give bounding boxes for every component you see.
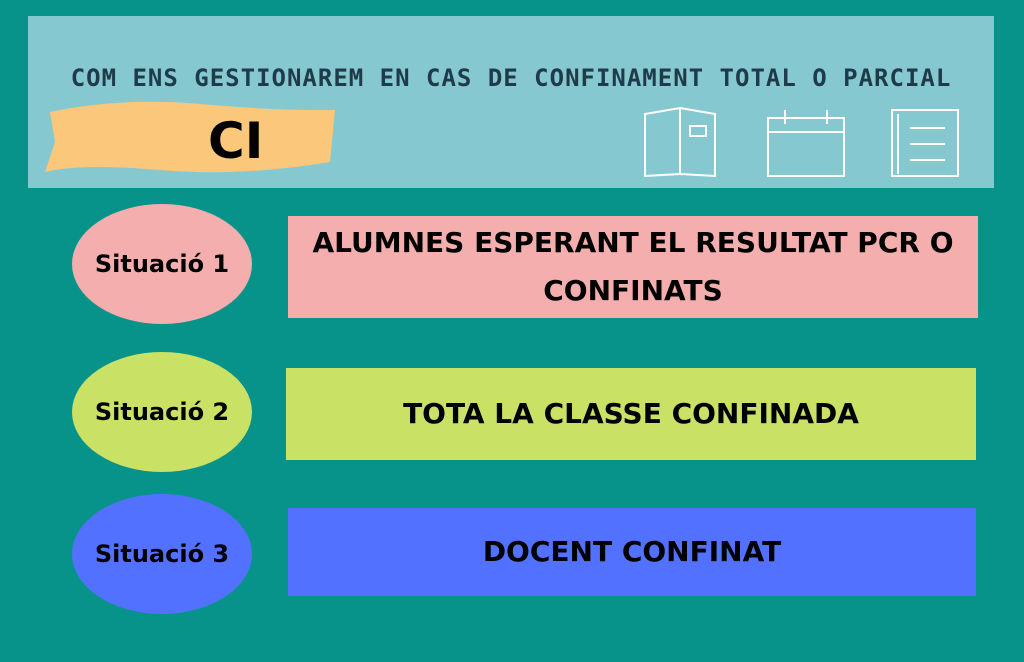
situation-text: TOTA LA CLASSE CONFINADA: [286, 368, 976, 460]
situation-label: Situació 3: [72, 494, 252, 614]
situation-label: Situació 1: [72, 204, 252, 324]
title: COM ENS GESTIONAREM EN CAS DE CONFINAMEN…: [70, 64, 952, 92]
brush-stroke: [45, 101, 335, 173]
badge: CI: [208, 112, 264, 170]
icons: [644, 106, 959, 178]
situation-text: ALUMNES ESPERANT EL RESULTAT PCR O CONFI…: [288, 216, 978, 318]
situation-label: Situació 2: [72, 352, 252, 472]
header: COM ENS GESTIONAREM EN CAS DE CONFINAMEN…: [28, 16, 994, 188]
situation-text: DOCENT CONFINAT: [288, 508, 976, 596]
